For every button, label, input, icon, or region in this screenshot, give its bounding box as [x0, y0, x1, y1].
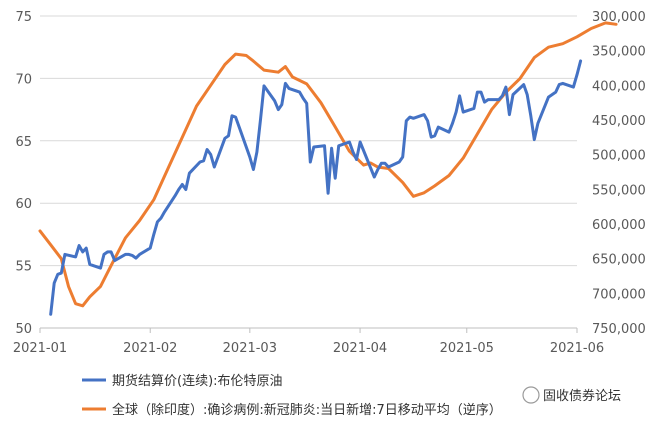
- y-left-tick-label: 65: [15, 135, 32, 150]
- legend-label-covid: 全球（除印度）:确诊病例:新冠肺炎:当日新增:7日移动平均（逆序）: [112, 402, 502, 418]
- y-right-tick-label: 350,000: [592, 45, 646, 60]
- watermark-text: 固收债券论坛: [543, 388, 621, 404]
- watermark: 固收债券论坛: [522, 386, 621, 404]
- gridlines: [40, 15, 577, 329]
- y-right-tick-label: 500,000: [592, 149, 646, 164]
- y-right-tick-label: 300,000: [592, 10, 646, 25]
- y-right-tick-label: 600,000: [592, 218, 646, 233]
- wechat-icon: [522, 386, 540, 404]
- series-lines: [38, 21, 618, 316]
- y-left-tick-label: 70: [15, 72, 32, 87]
- x-tick-label: 2021-03: [223, 341, 277, 356]
- y-left-tick-label: 75: [15, 10, 32, 25]
- legend-label-brent: 期货结算价(连续):布伦特原油: [112, 373, 283, 389]
- x-tick-label: 2021-01: [13, 341, 67, 356]
- y-right-tick-label: 750,000: [592, 322, 646, 337]
- y-right-tick-label: 450,000: [592, 114, 646, 129]
- x-tick-label: 2021-05: [440, 341, 494, 356]
- y-left-tick-label: 55: [15, 260, 32, 275]
- legend: 期货结算价(连续):布伦特原油 全球（除印度）:确诊病例:新冠肺炎:当日新增:7…: [82, 373, 502, 418]
- x-tick-label: 2021-06: [550, 341, 604, 356]
- y-right-tick-label: 550,000: [592, 183, 646, 198]
- y-right-tick-label: 700,000: [592, 287, 646, 302]
- series-line-brent: [49, 59, 583, 316]
- y-right-tick-label: 650,000: [592, 253, 646, 268]
- axes: 50 55 60 65 70 75 300,000 350,000 400,000 450,000…: [13, 10, 646, 356]
- x-tick-label: 2021-04: [333, 341, 387, 356]
- y-left-tick-label: 50: [15, 322, 32, 337]
- y-right-tick-label: 400,000: [592, 79, 646, 94]
- y-left-tick-label: 60: [15, 197, 32, 212]
- series-line-covid-cases: [38, 21, 618, 308]
- x-tick-label: 2021-02: [123, 341, 177, 356]
